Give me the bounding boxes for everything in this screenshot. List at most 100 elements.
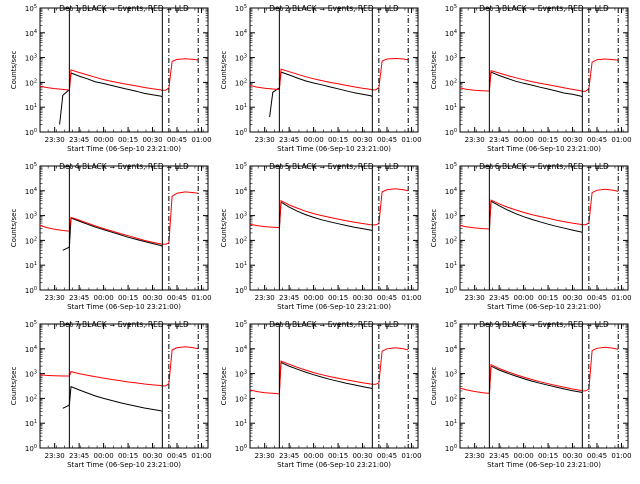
series-line-lld (249, 57, 409, 91)
y-tick-label: 101 (235, 419, 247, 428)
x-tick-label: 00:45 (377, 452, 397, 460)
x-tick-label: 00:45 (167, 452, 187, 460)
x-tick-label: 00:30 (562, 452, 582, 460)
x-tick-label: 01:00 (191, 452, 211, 460)
x-tick-label: 00:15 (328, 136, 348, 144)
x-tick-label: 00:15 (118, 294, 138, 302)
y-axis-label: Counts/sec (430, 367, 438, 406)
y-tick-label: 105 (25, 4, 37, 13)
plot-frame (39, 165, 209, 291)
x-tick-label: 23:30 (45, 452, 65, 460)
series-line-events (488, 200, 583, 233)
x-tick-label: 00:00 (514, 294, 534, 302)
x-tick-label: 00:00 (94, 452, 114, 460)
x-tick-label: 00:00 (304, 452, 324, 460)
series-line-lld (459, 346, 619, 394)
x-tick-label: 23:30 (465, 294, 485, 302)
series-line-events (488, 71, 583, 98)
x-tick-label: 00:30 (562, 136, 582, 144)
x-tick-label: 00:45 (587, 136, 607, 144)
x-tick-label: 00:45 (587, 294, 607, 302)
x-tick-label: 00:30 (562, 294, 582, 302)
y-tick-label: 104 (235, 29, 247, 38)
chart-title: Det 8 BLACK = Events, RED = LLD (269, 320, 399, 329)
x-tick-label: 23:45 (489, 294, 509, 302)
x-axis-label: Start Time (06-Sep-10 23:21:00) (487, 145, 601, 153)
y-tick-label: 105 (445, 4, 457, 13)
y-tick-label: 103 (25, 370, 37, 379)
series-line-lld (459, 188, 619, 230)
y-tick-label: 102 (235, 394, 247, 403)
y-tick-label: 100 (445, 286, 457, 295)
chart-title: Det 4 BLACK = Events, RED = LLD (59, 162, 189, 171)
x-tick-label: 00:30 (142, 294, 162, 302)
y-tick-label: 101 (235, 261, 247, 270)
x-tick-label: 00:00 (514, 136, 534, 144)
chart-title: Det 5 BLACK = Events, RED = LLD (269, 162, 399, 171)
y-tick-label: 101 (25, 261, 37, 270)
plot-frame (459, 7, 629, 133)
y-tick-label: 100 (445, 444, 457, 453)
y-tick-label: 104 (445, 345, 457, 354)
y-tick-label: 101 (445, 419, 457, 428)
y-tick-label: 105 (445, 162, 457, 171)
y-tick-label: 102 (25, 78, 37, 87)
y-tick-label: 102 (235, 236, 247, 245)
y-tick-label: 103 (25, 54, 37, 63)
y-tick-label: 100 (25, 286, 37, 295)
x-axis-label: Start Time (06-Sep-10 23:21:00) (67, 303, 181, 311)
chart-title: Det 2 BLACK = Events, RED = LLD (269, 4, 399, 13)
y-tick-label: 100 (25, 128, 37, 137)
x-tick-label: 00:30 (352, 452, 372, 460)
plot-frame (249, 7, 419, 133)
y-tick-label: 101 (445, 103, 457, 112)
plot-frame (39, 323, 209, 449)
y-tick-label: 103 (25, 212, 37, 221)
x-tick-label: 00:00 (304, 136, 324, 144)
y-tick-label: 104 (235, 345, 247, 354)
series-line-lld (39, 346, 199, 387)
x-tick-label: 00:15 (118, 136, 138, 144)
x-tick-label: 23:45 (279, 136, 299, 144)
plot-frame (39, 7, 209, 133)
x-tick-label: 23:45 (279, 294, 299, 302)
x-axis-label: Start Time (06-Sep-10 23:21:00) (487, 303, 601, 311)
x-tick-label: 23:30 (255, 294, 275, 302)
x-tick-label: 00:00 (514, 452, 534, 460)
series-line-lld (249, 347, 409, 395)
x-tick-label: 00:00 (94, 294, 114, 302)
plot-frame (249, 323, 419, 449)
x-tick-label: 01:00 (611, 452, 631, 460)
x-tick-label: 23:45 (69, 294, 89, 302)
y-tick-label: 102 (445, 78, 457, 87)
x-tick-label: 00:15 (538, 136, 558, 144)
series-line-events (269, 71, 373, 118)
y-axis-label: Counts/sec (220, 367, 228, 406)
y-tick-label: 101 (25, 419, 37, 428)
y-tick-label: 105 (235, 4, 247, 13)
x-tick-label: 23:45 (489, 136, 509, 144)
x-tick-label: 23:45 (69, 452, 89, 460)
y-tick-label: 100 (235, 286, 247, 295)
y-axis-label: Counts/sec (10, 209, 18, 248)
x-tick-label: 23:30 (465, 452, 485, 460)
y-tick-label: 105 (25, 320, 37, 329)
series-line-events (62, 217, 163, 251)
y-tick-label: 104 (25, 345, 37, 354)
chart-title: Det 9 BLACK = Events, RED = LLD (479, 320, 609, 329)
chart-title: Det 3 BLACK = Events, RED = LLD (479, 4, 609, 13)
series-line-events (62, 385, 163, 412)
chart-title: Det 6 BLACK = Events, RED = LLD (479, 162, 609, 171)
y-tick-label: 103 (235, 212, 247, 221)
x-tick-label: 01:00 (401, 136, 421, 144)
y-tick-label: 102 (25, 236, 37, 245)
y-tick-label: 102 (235, 78, 247, 87)
y-tick-label: 104 (25, 187, 37, 196)
x-axis-label: Start Time (06-Sep-10 23:21:00) (67, 145, 181, 153)
chart-panel-4: 100 101 102 103 104 105 23:30 23:45 00:00 00:15 00… (10, 162, 212, 311)
y-tick-label: 105 (25, 162, 37, 171)
x-axis-label: Start Time (06-Sep-10 23:21:00) (277, 145, 391, 153)
series-line-lld (39, 58, 199, 91)
chart-panel-6: 100 101 102 103 104 105 23:30 23:45 00:00 00:15 00… (430, 162, 632, 311)
